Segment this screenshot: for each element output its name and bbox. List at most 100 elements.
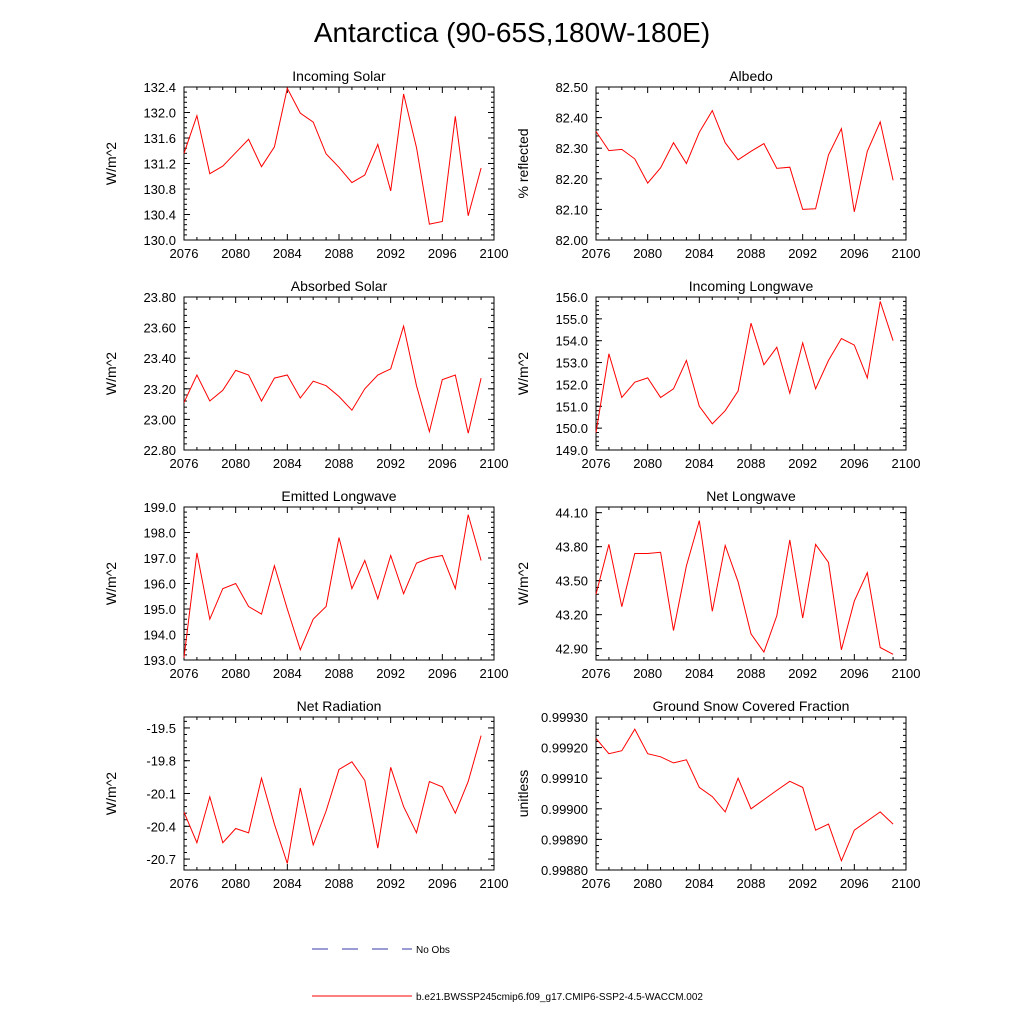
x-tick-label: 2080 [633,666,662,681]
x-tick-label: 2080 [633,456,662,471]
y-axis-label: W/m^2 [103,352,119,395]
x-tick-label: 2088 [737,246,766,261]
x-tick-label: 2084 [273,876,302,891]
y-tick-label: 152.0 [555,377,588,392]
x-tick-label: 2084 [685,456,714,471]
y-tick-label: 153.0 [555,356,588,371]
x-tick-label: 2088 [737,456,766,471]
y-tick-label: 151.0 [555,399,588,414]
y-tick-label: 22.80 [143,443,176,458]
y-axis-label: W/m^2 [103,772,119,815]
y-tick-label: 23.60 [143,321,176,336]
y-tick-label: 196.0 [143,577,176,592]
x-tick-label: 2092 [376,456,405,471]
x-tick-label: 2080 [221,666,250,681]
y-tick-label: -20.4 [146,819,176,834]
y-tick-label: -20.1 [146,787,176,802]
y-tick-label: 0.99890 [541,832,588,847]
x-tick-label: 2092 [376,666,405,681]
x-tick-label: 2096 [428,876,457,891]
series-line-0 [183,86,482,225]
x-tick-label: 2092 [788,456,817,471]
x-tick-label: 2100 [892,876,921,891]
y-tick-label: 23.00 [143,412,176,427]
y-tick-label: -20.7 [146,852,176,867]
y-tick-label: 197.0 [143,551,176,566]
y-tick-label: 0.99930 [541,710,588,725]
y-tick-label: -19.8 [146,754,176,769]
y-tick-label: 150.0 [555,421,588,436]
x-tick-label: 2100 [892,666,921,681]
x-tick-label: 2100 [892,246,921,261]
x-tick-label: 2076 [582,456,611,471]
panel-title: Net Longwave [706,488,796,504]
x-tick-label: 2084 [273,246,302,261]
series-line-0 [595,520,894,655]
panel-title: Incoming Longwave [689,278,814,294]
x-tick-label: 2092 [376,876,405,891]
plot-frame [183,296,495,451]
x-tick-label: 2096 [428,666,457,681]
x-tick-label: 2076 [170,666,199,681]
panel-2: Absorbed Solar W/m^2 2076 2080 2084 2088 2092 2… [103,278,508,471]
y-tick-label: 149.0 [555,443,588,458]
x-tick-label: 2100 [480,876,509,891]
x-tick-label: 2076 [170,456,199,471]
x-tick-label: 2100 [480,666,509,681]
y-tick-label: 130.4 [143,208,176,223]
legend: No Obs b.e21.BWSSP245cmip6.f09_g17.CMIP6… [312,945,703,1003]
x-tick-label: 2076 [582,246,611,261]
panel-title: Absorbed Solar [291,278,388,294]
y-tick-label: 43.50 [555,574,588,589]
x-tick-label: 2076 [170,246,199,261]
x-tick-label: 2088 [325,246,354,261]
x-tick-label: 2100 [892,456,921,471]
y-tick-label: 0.99910 [541,771,588,786]
panel-5: Net Longwave W/m^2 2076 2080 2084 2088 2092 209… [515,488,920,681]
y-axis-label: W/m^2 [103,562,119,605]
x-tick-label: 2084 [685,666,714,681]
y-tick-label: 23.40 [143,351,176,366]
series-line-0 [595,301,894,433]
series-line-0 [595,109,894,212]
x-tick-label: 2092 [788,876,817,891]
y-tick-label: 155.0 [555,312,588,327]
x-tick-label: 2084 [685,876,714,891]
x-tick-label: 2080 [221,876,250,891]
figure-title: Antarctica (90-65S,180W-180E) [314,17,710,48]
y-tick-label: 194.0 [143,628,176,643]
x-tick-label: 2076 [582,666,611,681]
plot-frame [183,86,495,241]
y-tick-label: 0.99920 [541,741,588,756]
x-tick-label: 2088 [737,666,766,681]
y-tick-label: 82.30 [555,141,588,156]
plot-frame [183,716,495,871]
y-tick-label: 131.2 [143,157,176,172]
plot-frame [595,716,907,871]
series-line-0 [183,324,482,434]
y-tick-label: 130.8 [143,182,176,197]
x-tick-label: 2088 [737,876,766,891]
x-tick-label: 2096 [840,666,869,681]
y-axis-label: W/m^2 [103,142,119,185]
x-tick-label: 2096 [840,876,869,891]
plot-frame [595,506,907,661]
y-tick-label: -19.5 [146,721,176,736]
series-line-0 [183,514,482,658]
y-axis-label: W/m^2 [515,352,531,395]
y-axis-label: W/m^2 [515,562,531,605]
y-axis-label: % reflected [515,128,531,198]
panel-title: Albedo [729,68,773,84]
y-tick-label: 130.0 [143,233,176,248]
x-tick-label: 2080 [221,456,250,471]
x-tick-label: 2084 [273,666,302,681]
y-tick-label: 198.0 [143,526,176,541]
y-tick-label: 82.00 [555,233,588,248]
x-tick-label: 2080 [221,246,250,261]
plot-frame [183,506,495,661]
y-tick-label: 154.0 [555,334,588,349]
y-tick-label: 82.20 [555,172,588,187]
y-tick-label: 132.0 [143,106,176,121]
y-tick-label: 82.10 [555,202,588,217]
